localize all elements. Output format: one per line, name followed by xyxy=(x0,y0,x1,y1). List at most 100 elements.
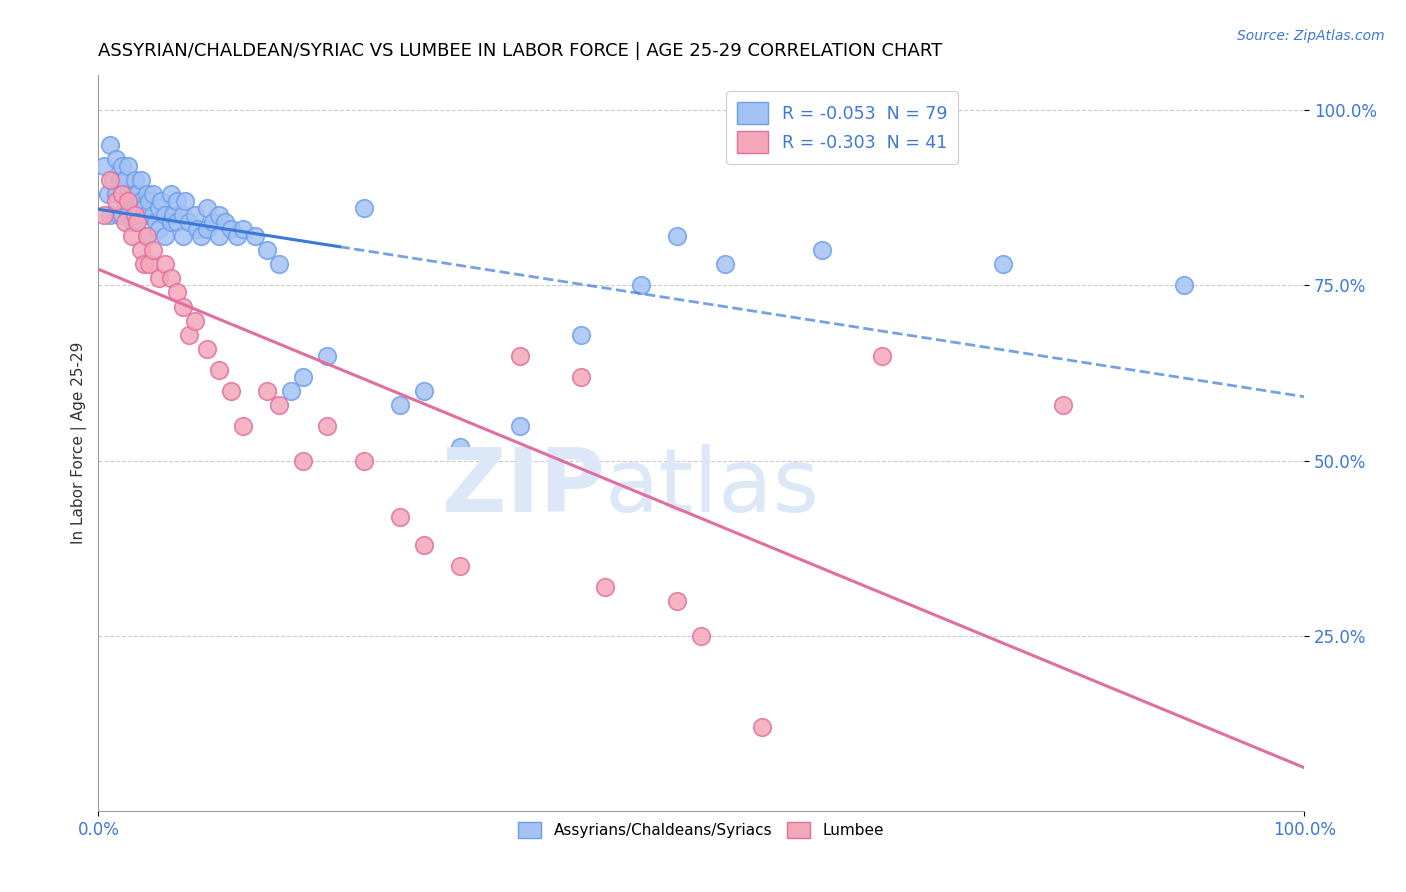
Point xyxy=(714,257,737,271)
Point xyxy=(316,418,339,433)
Point xyxy=(666,229,689,244)
Point xyxy=(124,187,146,202)
Point xyxy=(166,285,188,300)
Point xyxy=(159,187,181,202)
Point xyxy=(124,215,146,229)
Point xyxy=(153,208,176,222)
Point xyxy=(201,215,224,229)
Point xyxy=(127,202,149,216)
Point xyxy=(166,194,188,209)
Point xyxy=(150,194,173,209)
Point xyxy=(219,222,242,236)
Point xyxy=(593,580,616,594)
Point xyxy=(159,271,181,285)
Point xyxy=(177,327,200,342)
Point xyxy=(172,229,194,244)
Point xyxy=(117,187,139,202)
Point xyxy=(129,244,152,258)
Point xyxy=(159,215,181,229)
Point xyxy=(388,509,411,524)
Point xyxy=(93,159,115,173)
Point xyxy=(269,257,291,271)
Point xyxy=(145,215,167,229)
Point xyxy=(666,594,689,608)
Point xyxy=(449,558,471,573)
Point xyxy=(121,194,143,209)
Point xyxy=(100,208,122,222)
Point xyxy=(214,215,236,229)
Point xyxy=(114,173,136,187)
Point xyxy=(114,194,136,209)
Point xyxy=(153,257,176,271)
Text: ASSYRIAN/CHALDEAN/SYRIAC VS LUMBEE IN LABOR FORCE | AGE 25-29 CORRELATION CHART: ASSYRIAN/CHALDEAN/SYRIAC VS LUMBEE IN LA… xyxy=(98,42,942,60)
Point xyxy=(186,222,208,236)
Point xyxy=(509,418,531,433)
Point xyxy=(100,173,122,187)
Point xyxy=(243,229,266,244)
Point xyxy=(162,208,184,222)
Point xyxy=(195,342,218,356)
Point xyxy=(105,153,128,167)
Point xyxy=(292,369,315,384)
Point xyxy=(751,720,773,734)
Point xyxy=(129,173,152,187)
Point xyxy=(142,208,165,222)
Point xyxy=(174,194,197,209)
Point xyxy=(97,187,120,202)
Point xyxy=(256,384,278,398)
Point xyxy=(138,194,160,209)
Point xyxy=(125,215,148,229)
Point xyxy=(108,173,131,187)
Point xyxy=(148,202,170,216)
Point xyxy=(111,187,134,202)
Point xyxy=(142,244,165,258)
Point xyxy=(184,208,207,222)
Point xyxy=(690,629,713,643)
Point xyxy=(190,229,212,244)
Point xyxy=(114,215,136,229)
Point xyxy=(811,244,834,258)
Point xyxy=(111,187,134,202)
Point xyxy=(129,194,152,209)
Point xyxy=(135,187,157,202)
Legend: Assyrians/Chaldeans/Syriacs, Lumbee: Assyrians/Chaldeans/Syriacs, Lumbee xyxy=(512,816,890,844)
Point xyxy=(1052,398,1074,412)
Point xyxy=(569,369,592,384)
Point xyxy=(121,215,143,229)
Point xyxy=(111,159,134,173)
Point xyxy=(124,173,146,187)
Point xyxy=(105,194,128,209)
Point xyxy=(1173,278,1195,293)
Point xyxy=(316,349,339,363)
Point xyxy=(195,202,218,216)
Point xyxy=(991,257,1014,271)
Point xyxy=(166,215,188,229)
Point xyxy=(148,271,170,285)
Point xyxy=(124,208,146,222)
Point xyxy=(153,229,176,244)
Point xyxy=(172,208,194,222)
Point xyxy=(569,327,592,342)
Point xyxy=(117,159,139,173)
Point xyxy=(208,229,231,244)
Point xyxy=(226,229,249,244)
Point xyxy=(280,384,302,398)
Point xyxy=(117,194,139,209)
Point xyxy=(117,208,139,222)
Point xyxy=(135,208,157,222)
Point xyxy=(449,440,471,454)
Point xyxy=(121,229,143,244)
Point xyxy=(134,257,156,271)
Point xyxy=(256,244,278,258)
Point xyxy=(105,187,128,202)
Point xyxy=(100,138,122,153)
Text: Source: ZipAtlas.com: Source: ZipAtlas.com xyxy=(1237,29,1385,43)
Point xyxy=(142,187,165,202)
Point xyxy=(219,384,242,398)
Point xyxy=(292,453,315,467)
Point xyxy=(870,349,893,363)
Point xyxy=(93,208,115,222)
Point xyxy=(269,398,291,412)
Point xyxy=(135,229,157,244)
Point xyxy=(208,362,231,376)
